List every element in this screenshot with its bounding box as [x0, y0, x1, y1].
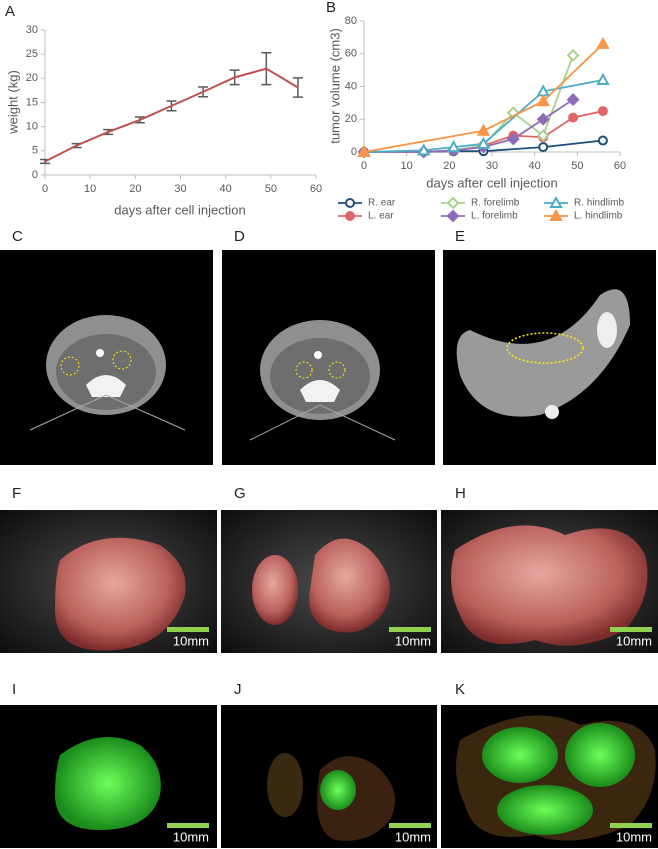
y-tick-label: 20: [26, 72, 38, 84]
x-tick-label: 30: [486, 160, 498, 172]
scale-label: 10mm: [616, 829, 652, 844]
x-tick-label: 40: [529, 160, 541, 172]
legend-marker: [446, 209, 460, 223]
legend-marker: [549, 208, 563, 221]
panel-label: G: [234, 485, 246, 502]
y-tick-label: 20: [345, 113, 357, 125]
legend-label: L. forelimb: [471, 211, 518, 222]
y-tick-label: 5: [32, 145, 38, 157]
data-point: [476, 123, 491, 136]
legend-marker: [345, 211, 355, 221]
y-tick-label: 0: [32, 169, 38, 181]
x-tick-label: 30: [174, 183, 186, 195]
scale-label: 10mm: [173, 633, 209, 648]
x-tick-label: 10: [84, 183, 96, 195]
data-point: [597, 106, 608, 117]
scale-bar: [167, 627, 209, 632]
data-point: [536, 94, 550, 107]
panel-label: J: [234, 681, 242, 698]
legend-marker: [446, 196, 460, 210]
x-tick-label: 40: [220, 183, 232, 195]
series-line: [363, 43, 604, 153]
data-point: [536, 84, 550, 97]
data-point: [536, 129, 550, 143]
data-point: [566, 93, 580, 107]
x-tick-label: 20: [129, 183, 141, 195]
scale-bar: [389, 627, 431, 632]
y-tick-label: 15: [26, 96, 38, 108]
x-axis-label: days after cell injection: [426, 175, 558, 190]
data-point: [446, 140, 461, 153]
y-tick-label: 60: [345, 48, 357, 60]
scale-label: 10mm: [616, 633, 652, 648]
scale-label: 10mm: [395, 633, 431, 648]
data-point: [568, 112, 579, 123]
scale-bar: [610, 627, 652, 632]
panel-label: F: [12, 485, 21, 502]
scale-bar: [167, 823, 209, 828]
panel-label: H: [455, 485, 466, 502]
legend-marker: [549, 195, 563, 208]
legend-marker: [345, 198, 355, 208]
data-point: [596, 72, 610, 85]
y-tick-label: 0: [351, 146, 357, 158]
y-axis-label: tumor volume (cm3): [327, 28, 342, 144]
panel-label: E: [455, 228, 465, 245]
legend-label: R. forelimb: [471, 198, 520, 209]
panel-label: C: [12, 228, 23, 245]
y-tick-label: 40: [345, 80, 357, 92]
x-tick-label: 60: [310, 183, 322, 195]
x-tick-label: 60: [614, 160, 626, 172]
legend-label: R. hindlimb: [574, 198, 624, 209]
y-tick-label: 10: [26, 121, 38, 133]
scale-label: 10mm: [395, 829, 431, 844]
y-axis-label: weight (kg): [5, 70, 20, 135]
legend-label: L. hindlimb: [574, 211, 623, 222]
y-tick-label: 25: [26, 48, 38, 60]
ct-images: [0, 250, 656, 465]
series-line: [363, 79, 604, 153]
tumor-photos: [0, 510, 658, 653]
panel-label: B: [326, 0, 336, 16]
data-point: [536, 112, 550, 126]
y-tick-label: 30: [26, 24, 38, 36]
data-point: [596, 36, 610, 49]
series-line: [44, 67, 299, 163]
panel-label: I: [12, 681, 16, 698]
data-point: [357, 144, 371, 157]
y-tick-label: 80: [345, 15, 357, 27]
x-axis-label: days after cell injection: [114, 202, 246, 217]
x-tick-label: 50: [265, 183, 277, 195]
x-tick-label: 50: [571, 160, 583, 172]
panel-label: D: [234, 228, 245, 245]
panel-label: A: [5, 3, 15, 20]
fluorescence-images: [0, 705, 658, 848]
data-point: [566, 48, 580, 62]
x-tick-label: 10: [401, 160, 413, 172]
data-point: [538, 142, 549, 153]
scale-bar: [610, 823, 652, 828]
x-tick-label: 20: [443, 160, 455, 172]
x-tick-label: 0: [42, 183, 48, 195]
x-tick-label: 0: [361, 160, 367, 172]
legend-label: R. ear: [368, 198, 396, 209]
legend-label: L. ear: [368, 211, 394, 222]
panel-label: K: [455, 681, 465, 698]
data-point: [597, 135, 608, 146]
scale-bar: [389, 823, 431, 828]
data-point: [476, 136, 491, 149]
data-point: [417, 143, 431, 156]
scale-label: 10mm: [173, 829, 209, 844]
data-point: [506, 132, 520, 146]
